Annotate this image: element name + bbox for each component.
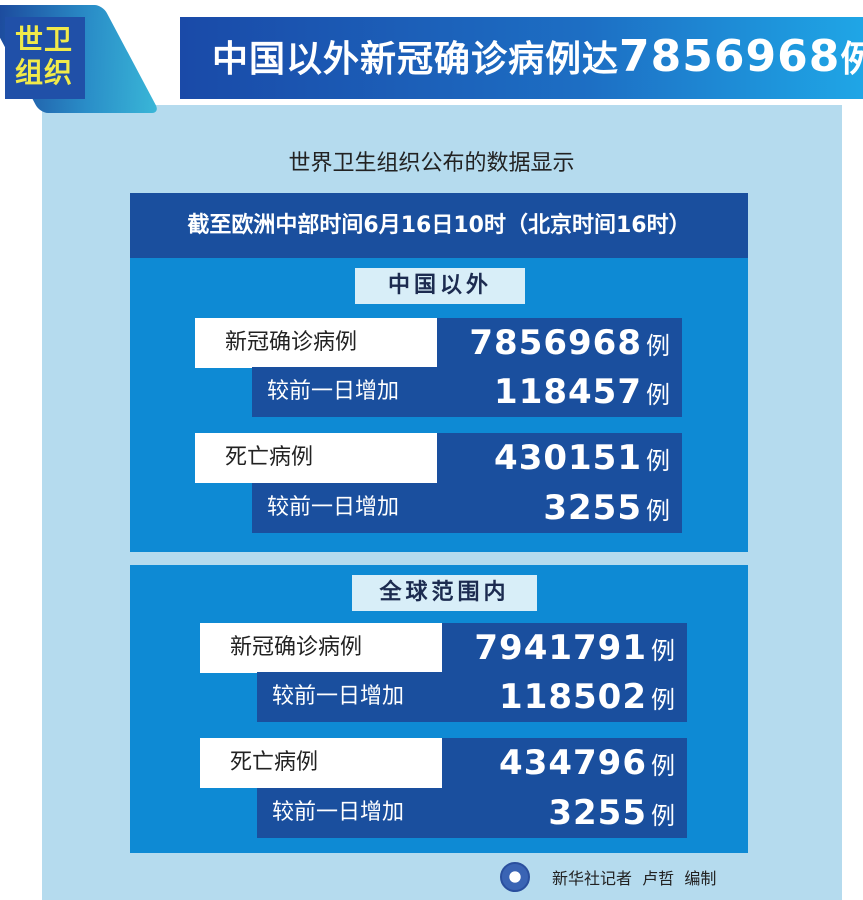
stat-row: 较前一日增加 3255 例	[257, 788, 687, 838]
stat-row: 新冠确诊病例 7856968 例	[195, 318, 682, 368]
stat-label: 新冠确诊病例	[200, 623, 442, 673]
stat-label: 较前一日增加	[252, 483, 437, 533]
stat-label: 较前一日增加	[252, 367, 437, 417]
stat-label: 较前一日增加	[257, 672, 442, 722]
stat-unit: 例	[646, 446, 670, 475]
headline-text: 中国以外新冠确诊病例达	[212, 39, 620, 80]
stat-value: 7856968	[469, 323, 642, 363]
stat-value: 430151	[494, 438, 642, 478]
stat-label: 较前一日增加	[257, 788, 442, 838]
stat-value: 7941791	[474, 628, 647, 668]
stat-value: 118502	[499, 677, 647, 717]
stat-unit: 例	[646, 496, 670, 525]
badge-line-1: 世卫	[15, 23, 74, 56]
stat-unit: 例	[651, 636, 675, 665]
badge-line-2: 组织	[15, 56, 74, 89]
stat-unit: 例	[646, 331, 670, 360]
who-badge: 世卫 组织	[5, 17, 85, 99]
stat-row: 死亡病例 434796 例	[200, 738, 687, 788]
stat-unit: 例	[646, 380, 670, 409]
stat-value-box: 7856968 例	[437, 318, 682, 368]
footer-credit: 新华社记者 卢哲 编制	[552, 869, 717, 888]
stat-value-box: 430151 例	[437, 433, 682, 483]
stat-value: 3255	[548, 793, 647, 833]
stat-value: 434796	[499, 743, 647, 783]
stat-unit: 例	[651, 685, 675, 714]
stat-row: 死亡病例 430151 例	[195, 433, 682, 483]
headline-unit: 例	[840, 39, 863, 80]
stat-value-box: 434796 例	[442, 738, 687, 788]
stat-value-box: 118502 例	[442, 672, 687, 722]
section-label: 中国以外	[355, 268, 525, 304]
stat-value-box: 118457 例	[437, 367, 682, 417]
stat-unit: 例	[651, 751, 675, 780]
stat-value-box: 3255 例	[437, 483, 682, 533]
stat-unit: 例	[651, 801, 675, 830]
section-label: 全球范围内	[352, 575, 537, 611]
subtitle: 世界卫生组织公布的数据显示	[288, 151, 575, 176]
stat-value-box: 3255 例	[442, 788, 687, 838]
stat-label: 死亡病例	[195, 433, 437, 483]
timestamp-bar: 截至欧洲中部时间6月16日10时（北京时间16时）	[130, 193, 748, 258]
stat-label: 新冠确诊病例	[195, 318, 437, 368]
header-banner	[180, 17, 863, 99]
stat-row: 较前一日增加 118457 例	[252, 367, 682, 417]
stat-value-box: 7941791 例	[442, 623, 687, 673]
stat-row: 较前一日增加 3255 例	[252, 483, 682, 533]
stat-label: 死亡病例	[200, 738, 442, 788]
xinhua-logo-icon	[500, 862, 530, 892]
footer: 新华社记者 卢哲 编制	[500, 862, 716, 892]
stat-value: 3255	[543, 488, 642, 528]
headline: 中国以外新冠确诊病例达7856968例	[212, 30, 863, 82]
stat-row: 较前一日增加 118502 例	[257, 672, 687, 722]
stat-row: 新冠确诊病例 7941791 例	[200, 623, 687, 673]
stat-value: 118457	[494, 372, 642, 412]
headline-number: 7856968	[619, 31, 841, 82]
